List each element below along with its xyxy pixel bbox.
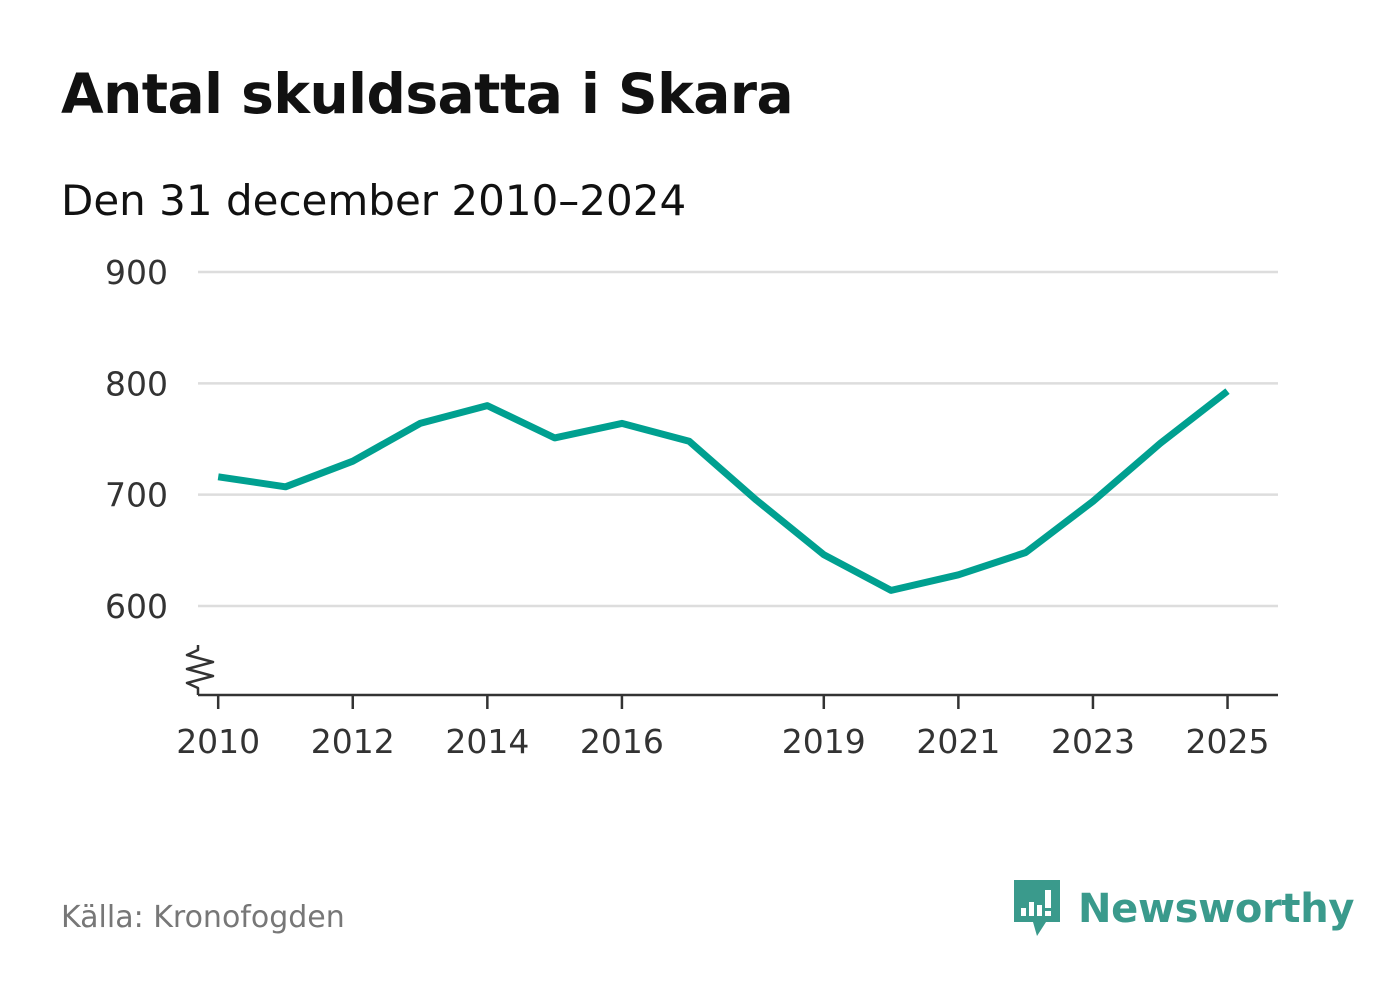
chart-subtitle: Den 31 december 2010–2024	[61, 176, 687, 225]
y-tick-label: 800	[105, 364, 168, 403]
chart-title: Antal skuldsatta i Skara	[61, 62, 794, 126]
x-axis	[185, 645, 1278, 697]
x-tick-label: 2016	[580, 722, 664, 761]
x-tick-label: 2025	[1186, 722, 1270, 761]
gridlines	[198, 270, 1278, 608]
series-line	[217, 388, 1230, 594]
series-group	[217, 388, 1230, 594]
brand-name: Newsworthy	[1078, 886, 1355, 932]
y-axis-ticks: 600 700 800 900	[105, 253, 168, 626]
x-tick-label: 2012	[311, 722, 395, 761]
x-tick-label: 2021	[916, 722, 1000, 761]
x-tick-label: 2010	[176, 722, 260, 761]
x-axis-ticks: 2010 2012 2014 2016 2019 2021 2023 2025	[176, 695, 1270, 761]
y-tick-label: 700	[105, 476, 168, 515]
x-tick-label: 2019	[782, 722, 866, 761]
y-tick-label: 600	[105, 587, 168, 626]
y-tick-label: 900	[105, 253, 168, 292]
newsworthy-logo-icon	[1014, 880, 1060, 936]
brand-logo: Newsworthy	[1012, 878, 1355, 940]
x-tick-label: 2023	[1051, 722, 1135, 761]
source-note: Källa: Kronofogden	[61, 900, 345, 935]
axis-break-icon	[185, 645, 215, 695]
x-tick-label: 2014	[445, 722, 529, 761]
